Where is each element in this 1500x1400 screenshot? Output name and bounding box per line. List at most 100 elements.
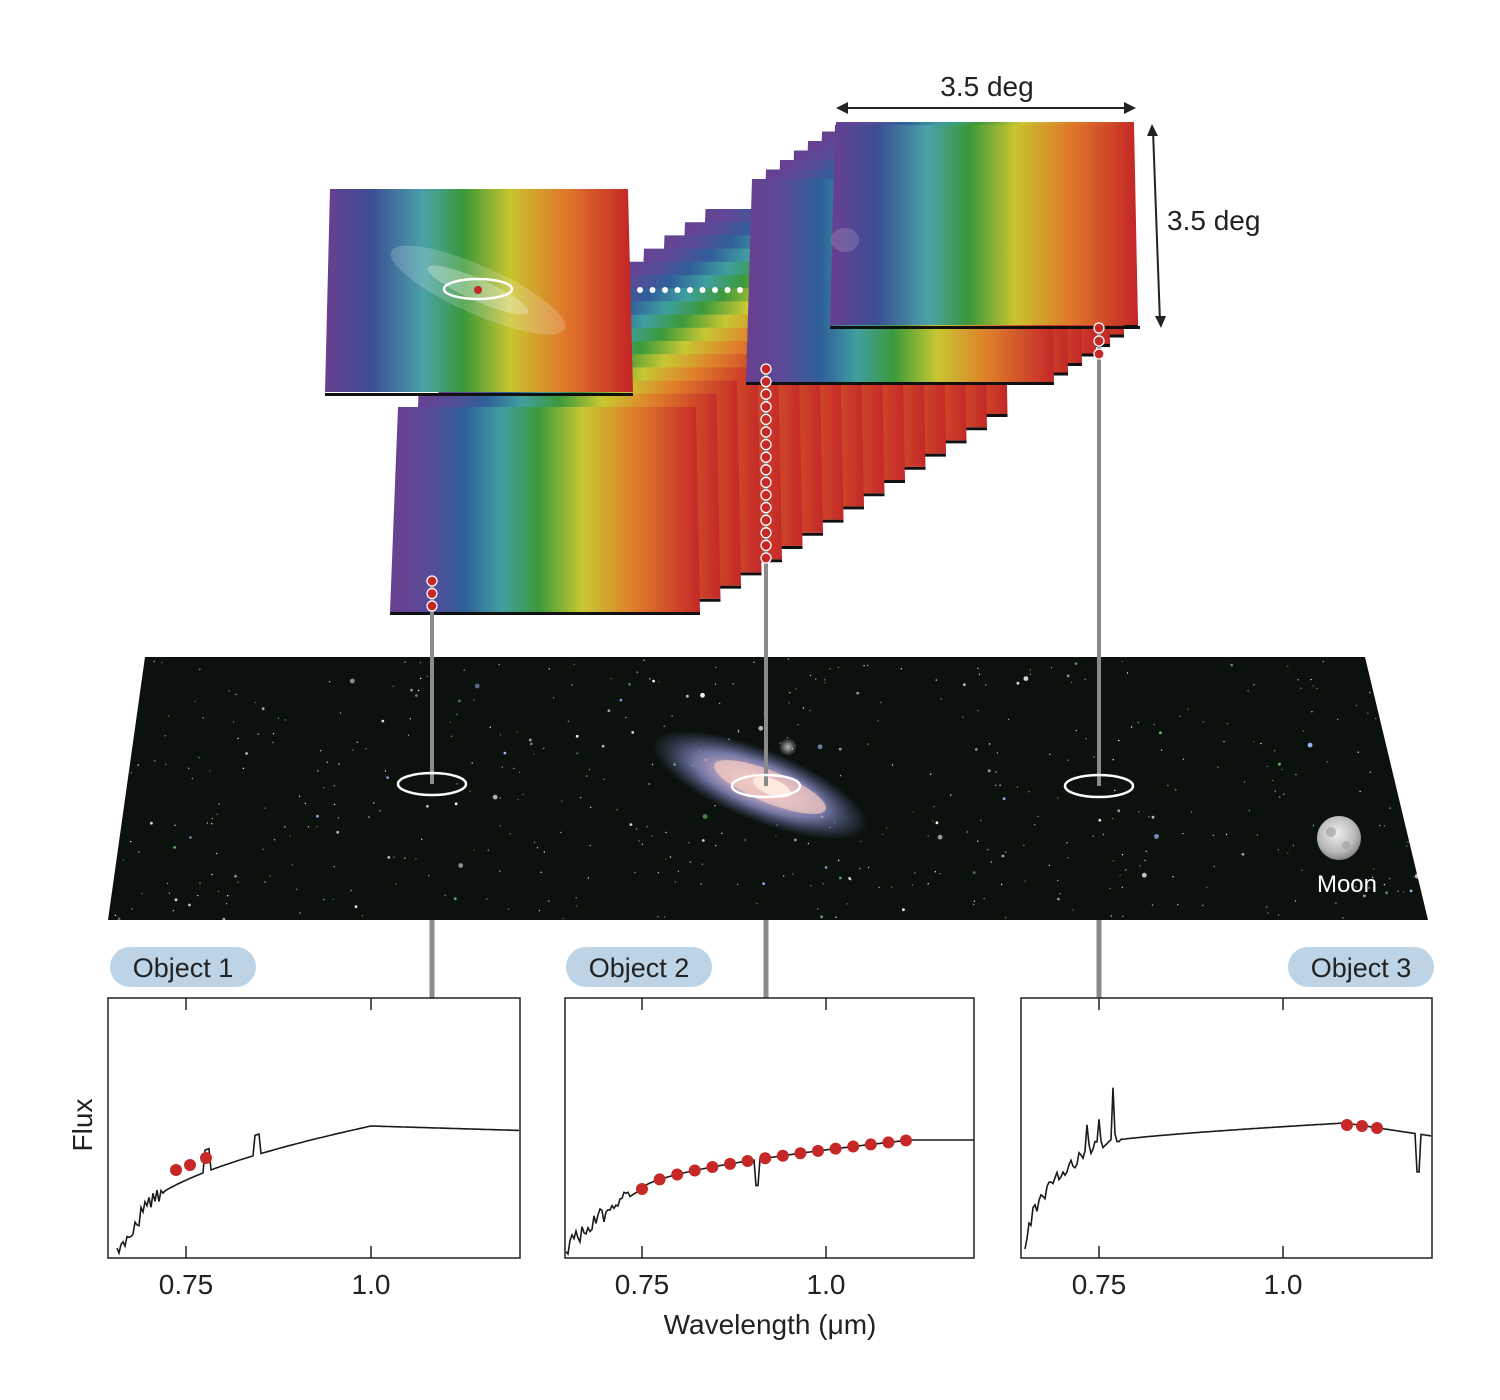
gap-dot <box>699 287 706 293</box>
star <box>977 667 979 670</box>
star <box>417 689 420 692</box>
star <box>114 914 117 916</box>
star <box>987 849 989 851</box>
star <box>172 910 174 912</box>
star <box>316 825 318 828</box>
star <box>264 881 266 883</box>
star <box>839 775 842 777</box>
star <box>320 750 322 752</box>
star <box>1414 741 1418 744</box>
star <box>635 828 638 830</box>
star <box>111 862 113 865</box>
star <box>1295 773 1297 776</box>
star <box>384 770 387 772</box>
spectrum-sample-dot <box>184 1159 196 1171</box>
star <box>245 752 249 755</box>
star <box>173 846 177 849</box>
star <box>1369 691 1371 694</box>
star <box>202 717 204 719</box>
star <box>1316 687 1318 690</box>
star <box>809 674 812 677</box>
star <box>891 764 894 766</box>
star <box>326 761 328 763</box>
star <box>1241 852 1245 856</box>
star <box>641 843 644 845</box>
star <box>1092 835 1094 837</box>
x-tick-label: 1.0 <box>1264 1269 1303 1300</box>
star <box>1359 790 1361 793</box>
star <box>562 917 564 920</box>
object-3-spectrum-panel: 0.75 1.0 <box>1020 997 1433 1300</box>
star <box>1421 711 1423 713</box>
star <box>137 764 139 766</box>
star <box>338 763 340 765</box>
star <box>1004 916 1007 919</box>
star <box>1395 715 1398 717</box>
star <box>518 771 521 773</box>
star <box>197 894 199 897</box>
star <box>289 835 291 837</box>
star <box>164 735 166 737</box>
star <box>1388 716 1390 718</box>
sample-marker <box>760 514 772 526</box>
star <box>616 809 618 811</box>
star <box>269 875 271 877</box>
star <box>1112 759 1114 761</box>
star <box>533 841 536 843</box>
star <box>333 866 335 868</box>
star <box>1287 665 1289 667</box>
first-slice-image <box>325 189 633 396</box>
star <box>856 691 860 695</box>
star <box>516 731 519 733</box>
star <box>1049 753 1051 755</box>
star <box>1425 809 1428 812</box>
star <box>191 777 194 780</box>
y-axis-label: Flux <box>67 1099 98 1152</box>
star <box>587 877 590 879</box>
spectrum-sample-dot <box>1356 1120 1368 1132</box>
sample-marker <box>760 501 772 514</box>
star <box>1409 889 1413 893</box>
star <box>651 835 653 837</box>
star <box>329 681 331 683</box>
star <box>1407 841 1409 843</box>
star <box>977 840 979 842</box>
star <box>1248 809 1251 812</box>
star <box>1335 902 1337 904</box>
spectrum-sample-dot <box>847 1140 860 1153</box>
star <box>995 784 997 786</box>
star <box>1357 751 1360 753</box>
star <box>715 666 717 669</box>
star <box>332 898 335 901</box>
star <box>1356 878 1359 880</box>
star <box>878 886 880 889</box>
star <box>1375 717 1377 720</box>
star <box>227 895 229 897</box>
star <box>1074 662 1078 665</box>
spectrum-sample-dot <box>170 1164 182 1176</box>
star <box>189 836 192 839</box>
star <box>1007 718 1010 721</box>
star <box>985 684 987 686</box>
star <box>463 669 465 671</box>
star <box>458 863 464 868</box>
star <box>261 707 265 711</box>
star <box>1066 674 1070 678</box>
star <box>444 894 446 897</box>
star <box>277 717 280 720</box>
star <box>939 873 941 875</box>
star <box>211 817 213 820</box>
star <box>824 866 828 869</box>
star <box>983 897 985 900</box>
star <box>607 709 611 713</box>
star <box>674 881 676 883</box>
star <box>972 871 976 875</box>
star <box>809 709 811 712</box>
star <box>1384 683 1387 685</box>
star <box>272 733 275 735</box>
star <box>509 833 511 835</box>
star <box>1322 882 1325 884</box>
star <box>838 747 842 751</box>
star <box>822 883 824 885</box>
star <box>1126 672 1129 674</box>
